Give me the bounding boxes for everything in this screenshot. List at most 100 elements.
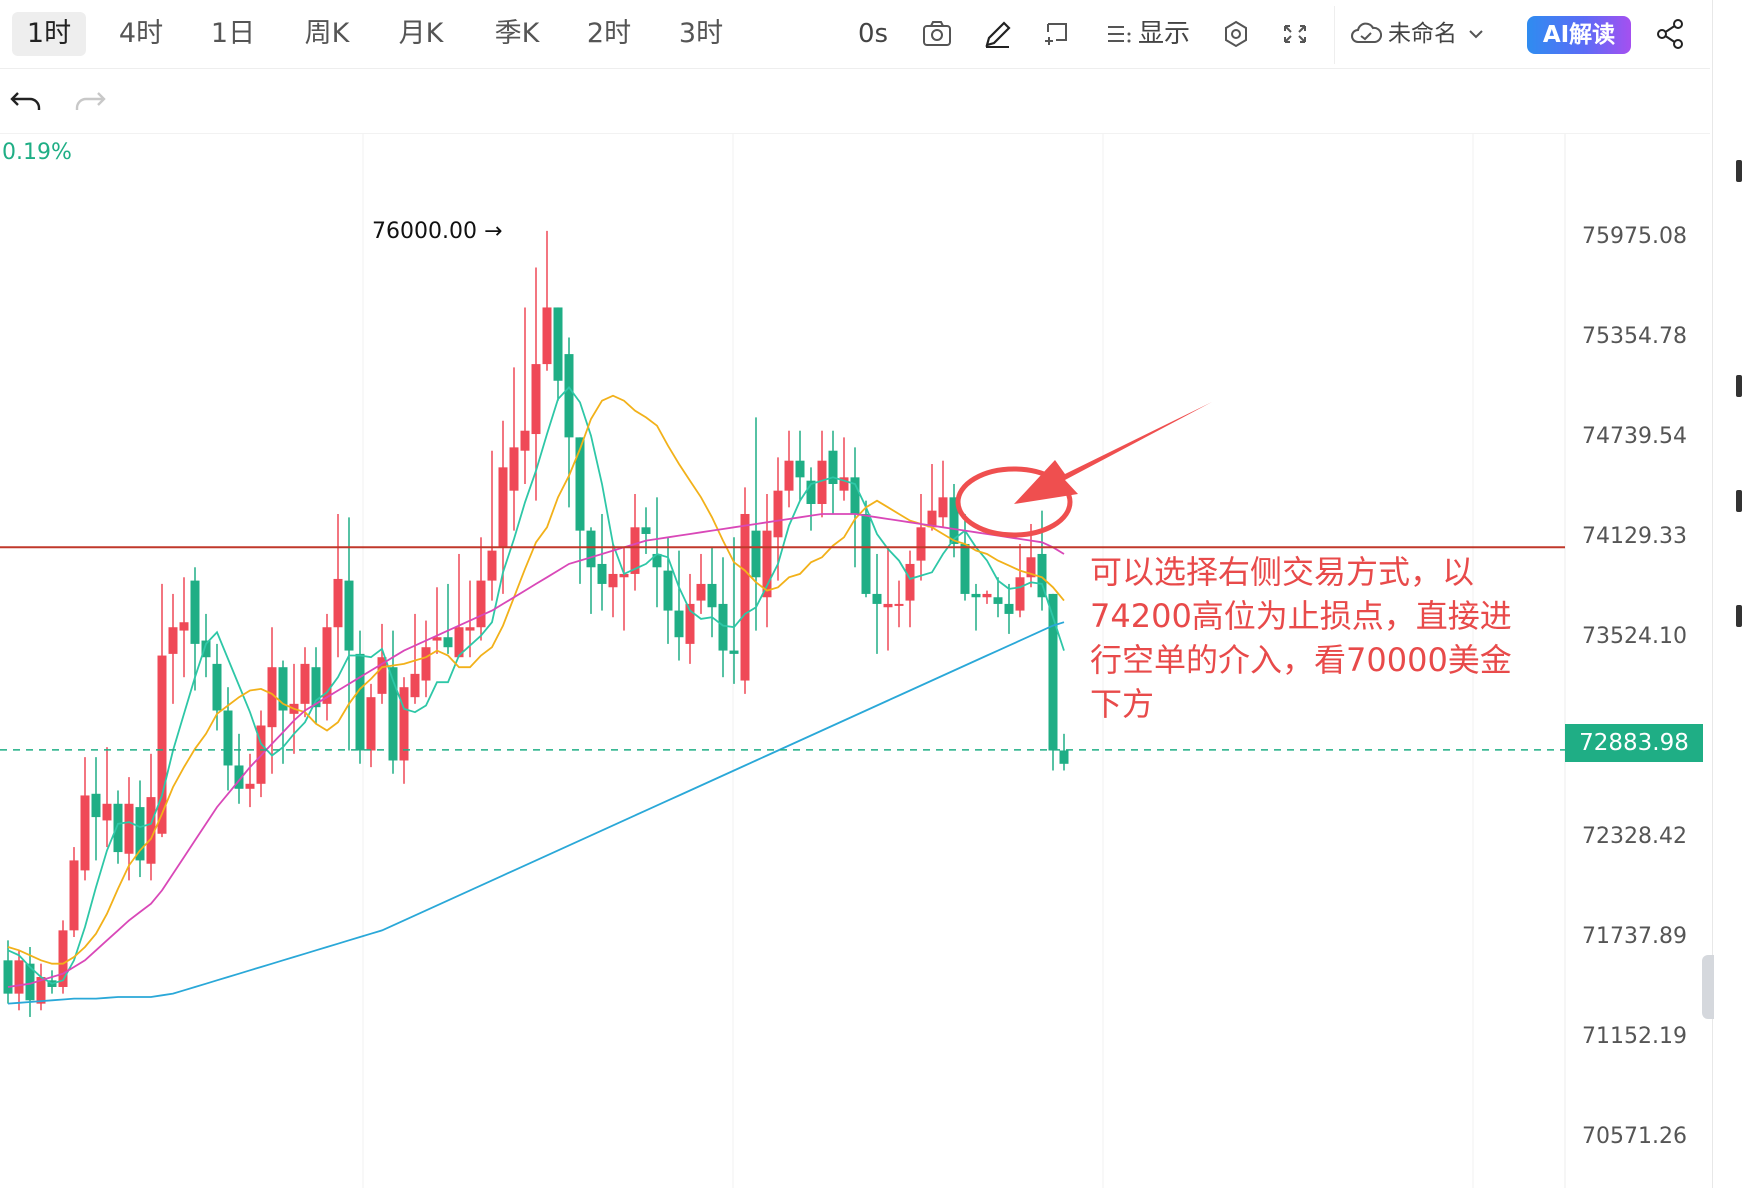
side-tool-marker[interactable] <box>1736 160 1742 182</box>
candle-body <box>234 765 244 789</box>
candle-body <box>410 673 420 698</box>
side-tool-marker[interactable] <box>1736 605 1742 627</box>
candle-body <box>762 530 772 598</box>
candle-body <box>25 963 35 1001</box>
candle-body <box>949 497 959 544</box>
candle-body <box>311 667 321 708</box>
candle-body <box>894 603 904 606</box>
timeframe-tab-month[interactable]: 月K <box>398 18 444 49</box>
refresh-interval[interactable]: 0s <box>858 19 889 49</box>
layout-selector[interactable]: 未命名 <box>1350 14 1486 54</box>
candle-body <box>146 797 156 864</box>
candle-body <box>828 450 838 485</box>
undo-icon <box>10 92 41 110</box>
candle-body <box>663 570 673 611</box>
redo-icon <box>75 92 106 110</box>
candle-body <box>135 807 145 861</box>
timeframe-tab-3h[interactable]: 3时 <box>678 18 724 49</box>
candle-body <box>399 687 409 761</box>
candle-body <box>960 543 970 594</box>
candle-body <box>597 563 607 584</box>
candle-body <box>355 653 365 751</box>
timeframe-tab-week[interactable]: 周K <box>304 18 350 49</box>
y-axis-label: 75354.78 <box>1582 324 1687 349</box>
candle-body <box>168 627 178 654</box>
candle-body <box>344 580 354 651</box>
display-button[interactable]: 显示 <box>1106 14 1190 54</box>
high-price-marker: 76000.00 → <box>372 219 503 244</box>
timeframe-tab-1h[interactable]: 1时 <box>12 12 86 56</box>
candle-body <box>267 667 277 728</box>
gear-icon <box>1225 20 1247 48</box>
undo-redo-bar <box>0 69 1710 134</box>
candle-body <box>982 593 992 598</box>
candle-body <box>36 976 46 1004</box>
layout-name: 未命名 <box>1388 21 1457 47</box>
chevron-down-icon <box>1469 30 1483 39</box>
screenshot-button[interactable] <box>922 14 952 54</box>
list-icon <box>1108 26 1131 43</box>
settings-button[interactable] <box>1222 14 1250 54</box>
candle-body <box>113 803 123 853</box>
annotation-drawings <box>955 402 1212 538</box>
candle-body <box>608 573 618 588</box>
redo-button[interactable] <box>72 83 108 119</box>
candle-body <box>619 573 629 578</box>
candle-body <box>1037 553 1047 598</box>
moving-averages <box>7 385 1065 1005</box>
pencil-icon <box>985 21 1011 48</box>
candle-body <box>729 650 739 654</box>
candle-body <box>784 460 794 491</box>
y-axis-label: 72328.42 <box>1582 824 1687 849</box>
highlight-circle <box>955 466 1073 538</box>
y-axis-label: 71737.89 <box>1582 924 1687 949</box>
trade-annotation-text: 可以选择右侧交易方式，以 74200高位为止损点，直接进 行空单的介入，看700… <box>1090 553 1512 723</box>
share-button[interactable] <box>1654 14 1686 54</box>
candle-body <box>377 657 387 694</box>
timeframe-tab-2h[interactable]: 2时 <box>586 18 632 49</box>
change-percent: 0.19% <box>2 140 72 165</box>
candle-body <box>564 354 574 438</box>
y-axis-label: 71152.19 <box>1582 1024 1687 1049</box>
panel-collapse-handle[interactable] <box>1702 955 1714 1019</box>
timeframe-tab-1d[interactable]: 1日 <box>210 18 256 49</box>
side-tool-marker[interactable] <box>1736 375 1742 397</box>
candle-body <box>3 960 13 994</box>
candle-body <box>124 803 134 854</box>
ai-analysis-button[interactable]: AI解读 <box>1527 16 1631 54</box>
candle-body <box>421 647 431 681</box>
candle-body <box>520 430 530 451</box>
candle-body <box>366 697 376 751</box>
timeframe-tab-4h[interactable]: 4时 <box>118 18 164 49</box>
annotation-arrow <box>1014 402 1212 504</box>
candle-body <box>916 527 926 561</box>
candle-body <box>553 307 563 381</box>
crop-button[interactable] <box>1042 14 1072 54</box>
timeframe-tab-quarter[interactable]: 季K <box>494 18 540 49</box>
y-axis-label: 74129.33 <box>1582 524 1687 549</box>
candle-body <box>839 477 849 491</box>
candle-body <box>971 593 981 598</box>
candle-body <box>806 480 816 504</box>
draw-button[interactable] <box>982 14 1012 54</box>
candle-body <box>333 578 343 628</box>
candle-body <box>179 622 189 631</box>
candle-body <box>487 550 497 581</box>
undo-button[interactable] <box>8 83 44 119</box>
candle-body <box>1015 577 1025 611</box>
candle-body <box>201 640 211 658</box>
y-axis-label: 70571.26 <box>1582 1124 1687 1149</box>
candle-body <box>696 583 706 601</box>
candle-body <box>498 467 508 548</box>
y-axis-label: 74739.54 <box>1582 424 1687 449</box>
candles <box>3 230 1069 1017</box>
candle-body <box>245 783 255 789</box>
candle-body <box>817 460 827 504</box>
candle-body <box>58 930 68 987</box>
candle-body <box>14 960 24 994</box>
candle-body <box>157 655 167 834</box>
candle-body <box>1048 593 1058 751</box>
fullscreen-button[interactable] <box>1282 14 1308 54</box>
side-tool-marker[interactable] <box>1736 490 1742 512</box>
